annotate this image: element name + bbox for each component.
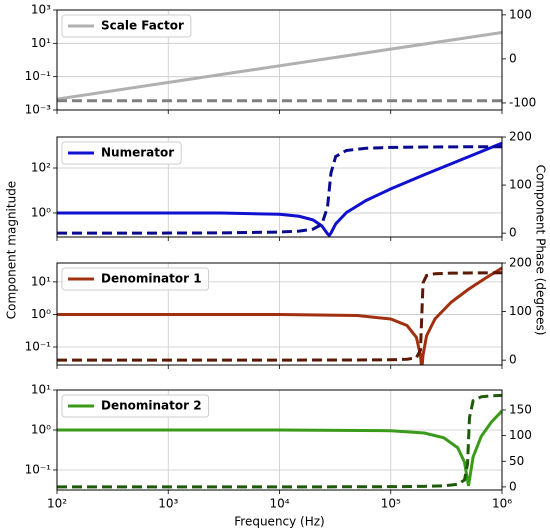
legend-box — [61, 267, 210, 291]
legend: Numerator — [61, 141, 182, 165]
magnitude-line — [57, 30, 502, 101]
legend: Denominator 1 — [61, 267, 210, 291]
x-tick-label: 10² — [47, 497, 67, 511]
legend-label: Denominator 2 — [101, 399, 202, 413]
y-tick-label: 10⁰ — [31, 307, 51, 321]
legend-label: Denominator 1 — [101, 272, 202, 286]
phase-line — [57, 145, 502, 235]
y2-tick-label: 50 — [509, 454, 524, 468]
x-axis-title: Frequency (Hz) — [234, 515, 325, 529]
y-axis-title: Component magnitude — [5, 181, 19, 319]
legend-box — [61, 141, 182, 165]
y-tick-label: 10¹ — [31, 274, 51, 288]
subplot: 10⁰ 10² 0 100 200 Numerator — [31, 130, 532, 241]
y-tick-label: 10¹ — [31, 383, 51, 397]
y-tick-label: 10⁰ — [31, 422, 51, 436]
y2-tick-label: 100 — [509, 7, 532, 21]
phase-line — [57, 271, 502, 362]
subplot: 10⁻³ 10⁻¹ 10¹ 10³ -100 0 100 Scale Factor — [25, 3, 537, 117]
y2-tick-label: 100 — [509, 304, 532, 318]
subplot: 10² 10³ 10⁴ 10⁵ 10⁶ 10⁻¹ 10⁰ 10¹ 0 50 100 150 Freque… — [25, 383, 532, 529]
x-tick-label: 10³ — [158, 497, 178, 511]
phase-line — [57, 393, 502, 489]
y2-axis-title: Component Phase (degrees) — [534, 165, 548, 336]
x-tick-label: 10⁶ — [492, 497, 512, 511]
y-tick-label: 10⁻¹ — [25, 462, 52, 476]
subplot: 10⁻¹ 10⁰ 10¹ 0 100 200 Denominator 1 — [25, 256, 532, 369]
y-tick-label: 10⁻³ — [25, 103, 52, 117]
plot-frame — [56, 9, 503, 111]
y2-tick-label: 0 — [509, 226, 517, 240]
y-tick-label: 10³ — [31, 3, 51, 17]
legend-box — [61, 394, 210, 418]
y2-tick-label: 0 — [509, 479, 517, 493]
legend: Scale Factor — [61, 14, 192, 38]
y-tick-label: 10¹ — [31, 36, 51, 50]
y2-tick-label: 100 — [509, 428, 532, 442]
y-tick-label: 10⁰ — [31, 205, 51, 219]
plot-frame — [56, 262, 503, 366]
y2-tick-label: 100 — [509, 178, 532, 192]
legend: Denominator 2 — [61, 394, 210, 418]
plot-frame — [56, 389, 503, 491]
y2-tick-label: 200 — [509, 256, 532, 270]
magnitude-line — [57, 409, 502, 487]
y2-tick-label: 200 — [509, 130, 532, 144]
y2-tick-label: 0 — [509, 353, 517, 367]
y2-tick-label: 0 — [509, 51, 517, 65]
legend-box — [61, 14, 192, 38]
plot-frame — [56, 136, 503, 238]
x-tick-label: 10⁵ — [381, 497, 401, 511]
legend-label: Scale Factor — [101, 19, 184, 33]
legend-label: Numerator — [101, 146, 174, 160]
x-tick-label: 10⁴ — [269, 497, 289, 511]
magnitude-line — [57, 266, 502, 365]
magnitude-line — [57, 141, 502, 237]
y-tick-label: 10⁻¹ — [25, 339, 52, 353]
y-tick-label: 10⁻¹ — [25, 69, 52, 83]
y2-tick-label: 150 — [509, 403, 532, 417]
y-tick-label: 10² — [31, 161, 51, 175]
y2-tick-label: -100 — [509, 95, 536, 109]
